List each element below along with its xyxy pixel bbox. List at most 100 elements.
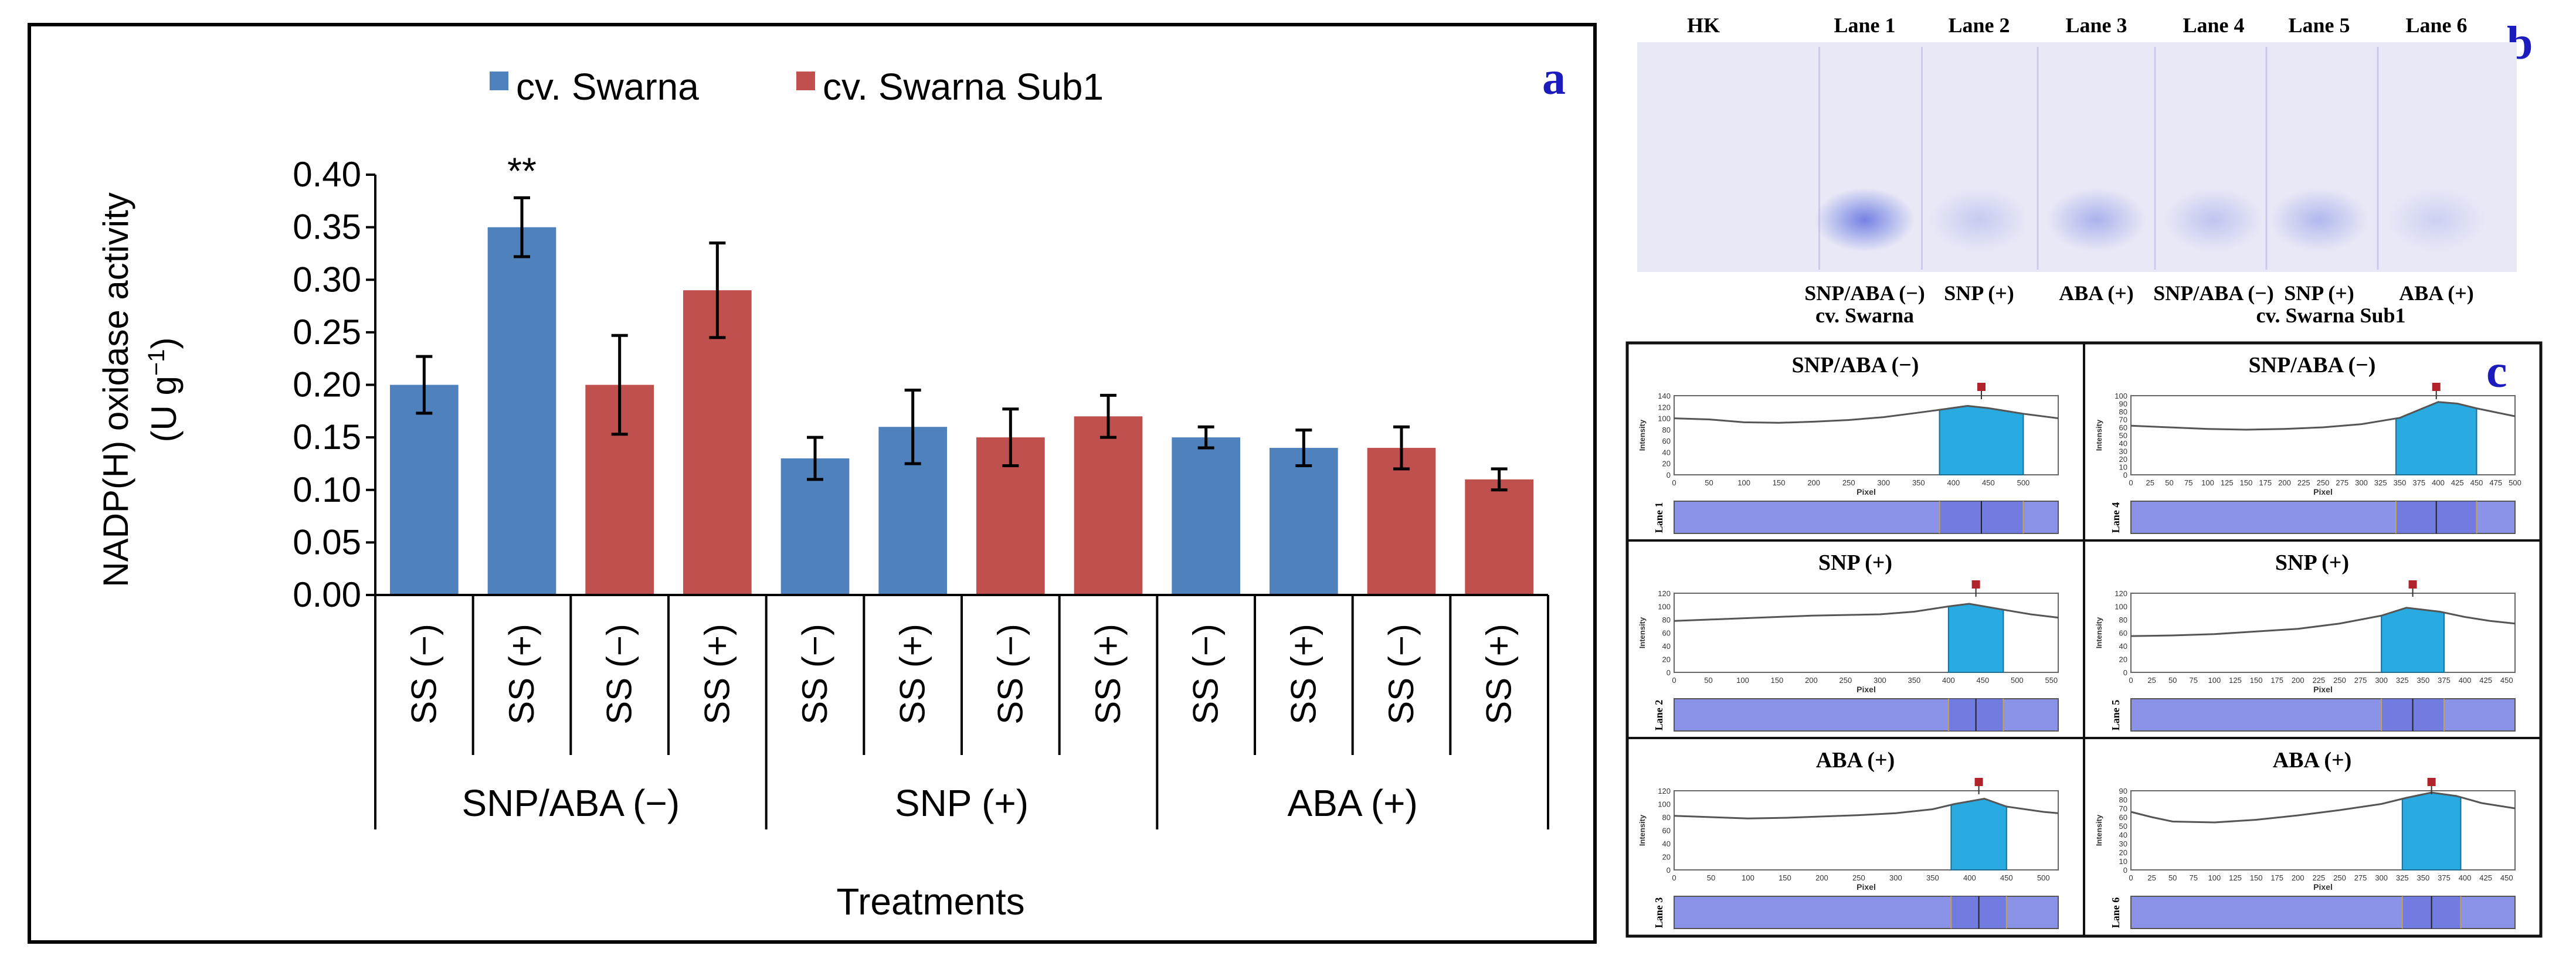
profile-x-tick-label: 275	[2354, 873, 2367, 882]
profile-x-tick-label: 400	[1963, 873, 1976, 882]
profile-x-tick-label: 400	[1942, 676, 1955, 685]
profile-x-tick-label: 400	[2459, 873, 2472, 882]
profile-x-tick-label: 200	[2292, 873, 2305, 882]
panel-a-label: a	[1542, 53, 1566, 104]
profile-x-tick-label: 300	[1877, 478, 1890, 487]
profile-x-tick-label: 175	[2259, 478, 2272, 487]
y-tick-label: 0.20	[293, 365, 361, 404]
profile-y-tick-label: 100	[1658, 800, 1671, 809]
profile-x-axis-label: Pixel	[1857, 487, 1876, 496]
category-label: SS (−)	[404, 624, 443, 725]
intensity-profile-line	[1674, 404, 2059, 424]
profile-y-tick-label: 120	[1658, 589, 1671, 598]
bar	[1270, 448, 1338, 595]
peak-marker	[2432, 383, 2441, 391]
intensity-profile-line	[2130, 791, 2516, 824]
x-axis-label: Treatments	[836, 880, 1024, 923]
profile-x-tick-label: 75	[2190, 873, 2198, 882]
lane-strip-label: Lane 1	[1653, 502, 1665, 533]
y-axis: 0.00 0.05 0.10 0.15 0.20 0.25 0.30 0.35 0.40	[293, 155, 376, 614]
bar	[1367, 448, 1436, 595]
y-tick-label: 0.35	[293, 208, 361, 247]
profile-x-tick-label: 425	[2451, 478, 2464, 487]
profile-y-tick-label: 20	[1662, 853, 1671, 862]
profile-x-tick-label: 100	[1737, 478, 1750, 487]
profile-y-tick-label: 30	[2119, 839, 2127, 848]
profile-title: SNP/ABA (−)	[1792, 353, 1919, 378]
profile-x-tick-label: 0	[2129, 676, 2133, 685]
profile-x-tick-label: 100	[1742, 873, 1754, 882]
lane-strip-label: Lane 6	[2110, 897, 2122, 929]
legend-swatch-swarna	[490, 72, 508, 90]
lane-header: Lane 6	[2405, 13, 2467, 37]
bar	[1172, 437, 1240, 595]
profile-x-tick-label: 250	[1842, 478, 1855, 487]
category-label: SS (−)	[1186, 624, 1226, 725]
profile-x-tick-label: 200	[2292, 676, 2305, 685]
profile-title: SNP (+)	[2275, 550, 2349, 575]
profile-y-tick-label: 20	[1662, 460, 1671, 468]
profile-y-tick-label: 80	[2119, 615, 2127, 624]
intensity-profile-line	[2130, 607, 2516, 637]
profile-x-tick-label: 300	[1874, 676, 1886, 685]
intensity-profile-line	[1674, 797, 2059, 819]
intensity-profile-line	[2130, 401, 2516, 431]
profile-x-tick-label: 225	[2297, 478, 2310, 487]
lane-header: Lane 4	[2183, 13, 2244, 37]
profile-x-tick-label: 425	[2479, 873, 2492, 882]
profile-x-tick-label: 500	[2011, 676, 2024, 685]
bars: **	[390, 149, 1533, 595]
profile-x-tick-label: 450	[2500, 873, 2513, 882]
profile-y-tick-label: 60	[1662, 827, 1671, 835]
y-tick-label: 0.05	[293, 522, 361, 562]
lane-header: Lane 1	[1834, 13, 1895, 37]
profile-title: ABA (+)	[1816, 748, 1895, 773]
category-label: SS (+)	[893, 624, 932, 725]
profile-y-tick-label: 40	[1662, 448, 1671, 457]
y-tick-label: 0.40	[293, 155, 361, 194]
profile-x-tick-label: 200	[1805, 676, 1818, 685]
profile-x-tick-label: 425	[2479, 676, 2492, 685]
bar	[683, 290, 752, 595]
profile-x-tick-label: 400	[2432, 478, 2445, 487]
profile-y-axis-label: Intensity	[1638, 617, 1647, 648]
profile-y-tick-label: 0	[2123, 668, 2127, 677]
profile-title: ABA (+)	[2273, 748, 2352, 773]
profile-x-tick-label: 500	[2509, 478, 2521, 487]
profile-y-tick-label: 100	[2115, 603, 2127, 611]
y-tick-label: 0.30	[293, 260, 361, 299]
category-label: SS (−)	[795, 624, 834, 725]
profile-y-tick-label: 40	[1662, 642, 1671, 651]
profile-x-axis-label: Pixel	[1857, 685, 1876, 694]
profile-x-tick-label: 450	[2500, 676, 2513, 685]
profile-x-tick-label: 325	[2396, 873, 2409, 882]
profile-x-tick-label: 275	[2354, 676, 2367, 685]
x-axis: SS (−) SS (+) SS (−) SS (+) SS (−) SS (+) SS (…	[374, 594, 1549, 829]
profile-x-tick-label: 25	[2146, 478, 2154, 487]
lane-header: HK	[1687, 13, 1720, 37]
peak-marker	[1974, 778, 1983, 786]
lane-label: SNP (+)	[2284, 281, 2354, 305]
y-tick-label: 0.00	[293, 575, 361, 614]
lane-label: SNP/ABA (−)	[2153, 281, 2274, 305]
profile-x-tick-label: 275	[2336, 478, 2348, 487]
profile-x-tick-label: 375	[2438, 676, 2451, 685]
profile-x-tick-label: 50	[2165, 478, 2173, 487]
profile-x-tick-label: 225	[2313, 873, 2326, 882]
profile-y-tick-label: 60	[2119, 629, 2127, 638]
y-axis-label-line1: NADP(H) oxidase activity	[96, 192, 135, 587]
profile-y-tick-label: 80	[2119, 407, 2127, 416]
profile-x-tick-label: 50	[2168, 676, 2177, 685]
profile-y-tick-label: 40	[2119, 831, 2127, 839]
profile-y-tick-label: 80	[1662, 813, 1671, 822]
profile-y-tick-label: 10	[2119, 857, 2127, 866]
profile-x-tick-label: 300	[2375, 676, 2388, 685]
legend-swatch-sub1	[796, 72, 815, 90]
profile-title: SNP (+)	[1818, 550, 1892, 575]
profile-y-tick-label: 80	[2119, 795, 2127, 804]
profile-x-tick-label: 125	[2229, 873, 2242, 882]
lane-header: Lane 5	[2288, 13, 2350, 37]
profile-x-tick-label: 350	[2417, 873, 2430, 882]
profile-x-tick-label: 0	[1672, 873, 1676, 882]
